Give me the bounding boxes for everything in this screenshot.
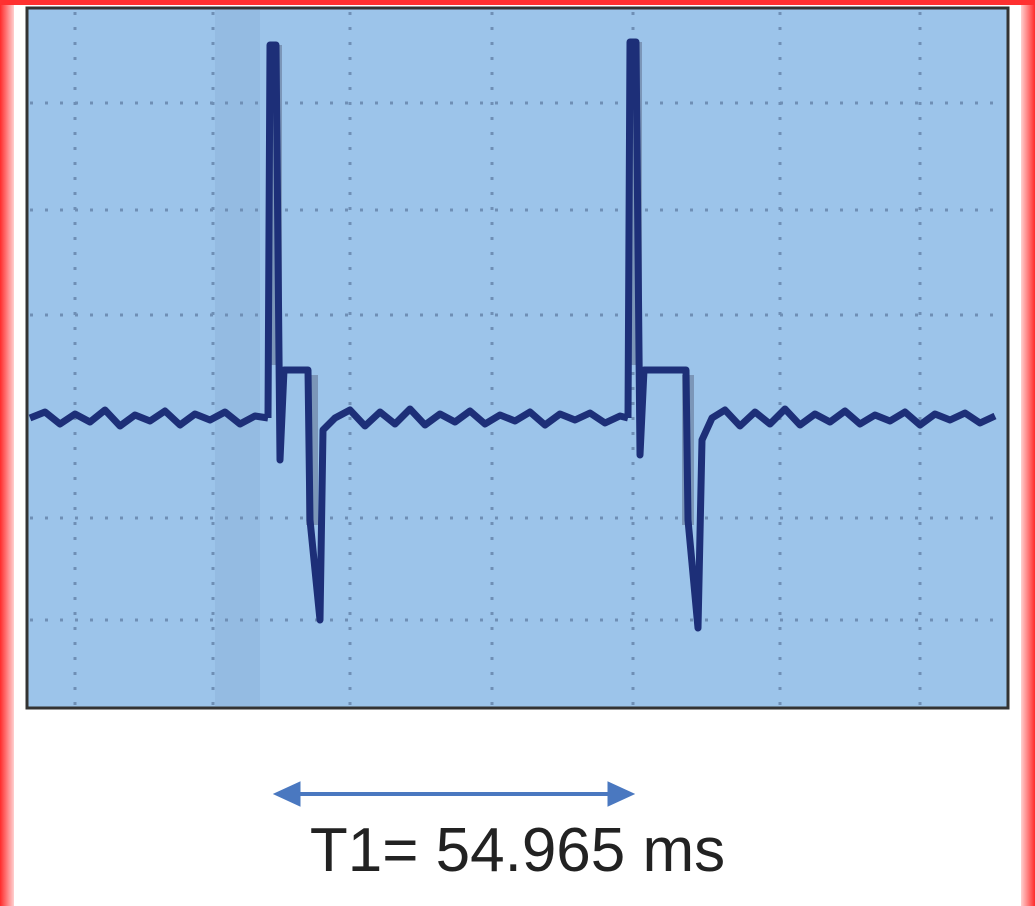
scope-screen [27, 8, 1008, 708]
top-border [0, 0, 1035, 5]
left-border [0, 0, 14, 906]
period-caption: T1= 54.965 ms [0, 815, 1035, 886]
period-arrow [274, 782, 634, 806]
right-border [1021, 0, 1035, 906]
page: T1= 54.965 ms [0, 0, 1035, 906]
scope-figure [0, 0, 1035, 906]
screen-shade [215, 10, 260, 706]
